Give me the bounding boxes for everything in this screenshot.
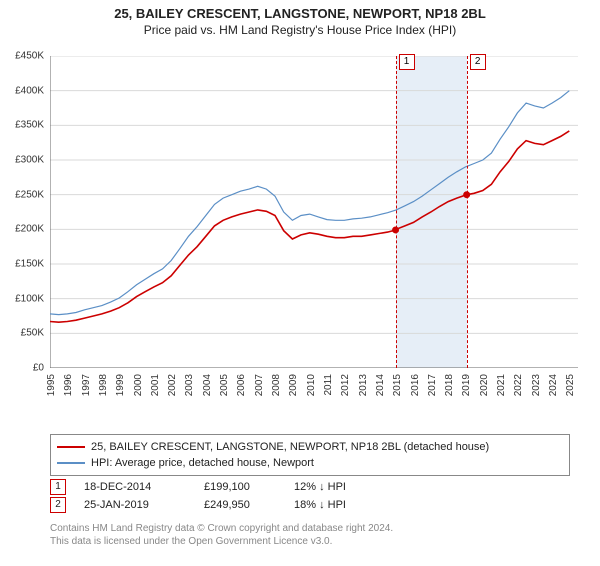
attribution-footer: Contains HM Land Registry data © Crown c… <box>50 522 570 548</box>
x-axis-label: 2017 <box>427 374 438 396</box>
x-axis-label: 2003 <box>184 374 195 396</box>
x-axis-label: 2005 <box>219 374 230 396</box>
sale-events-table: 1 18-DEC-2014£199,10012% ↓ HPI 2 25-JAN-201… <box>50 478 570 514</box>
y-axis-label: £50K <box>4 328 44 339</box>
legend-swatch <box>57 462 85 464</box>
x-axis-label: 2021 <box>496 374 507 396</box>
x-axis-label: 2002 <box>167 374 178 396</box>
x-axis-label: 1999 <box>115 374 126 396</box>
sale-event-date: 25-JAN-2019 <box>84 499 204 511</box>
x-axis-label: 2001 <box>150 374 161 396</box>
x-axis-label: 2020 <box>479 374 490 396</box>
y-axis-label: £250K <box>4 189 44 200</box>
sale-vline <box>467 56 468 368</box>
x-axis-label: 2015 <box>392 374 403 396</box>
x-axis-label: 1997 <box>81 374 92 396</box>
y-axis-label: £100K <box>4 293 44 304</box>
sale-event-delta: 12% ↓ HPI <box>294 481 414 493</box>
legend-row: HPI: Average price, detached house, Newp… <box>57 455 563 471</box>
x-axis-label: 2013 <box>358 374 369 396</box>
y-axis-label: £400K <box>4 85 44 96</box>
sale-vline-label: 2 <box>470 54 486 70</box>
plot-area: 12 <box>50 56 578 368</box>
sale-event-row: 2 25-JAN-2019£249,95018% ↓ HPI <box>50 496 570 514</box>
legend-label: 25, BAILEY CRESCENT, LANGSTONE, NEWPORT,… <box>91 441 489 453</box>
sale-event-price: £199,100 <box>204 481 294 493</box>
chart-title-address: 25, BAILEY CRESCENT, LANGSTONE, NEWPORT,… <box>0 6 600 21</box>
y-axis-label: £200K <box>4 224 44 235</box>
footer-line-1: Contains HM Land Registry data © Crown c… <box>50 522 570 535</box>
sale-event-marker: 1 <box>50 479 66 495</box>
x-axis-label: 2025 <box>565 374 576 396</box>
x-axis-label: 2014 <box>375 374 386 396</box>
x-axis-label: 1996 <box>63 374 74 396</box>
sale-event-date: 18-DEC-2014 <box>84 481 204 493</box>
chart-subtitle: Price paid vs. HM Land Registry's House … <box>0 23 600 37</box>
x-axis-label: 2007 <box>254 374 265 396</box>
x-axis-label: 1995 <box>46 374 57 396</box>
sale-vline-label: 1 <box>399 54 415 70</box>
x-axis-label: 1998 <box>98 374 109 396</box>
sale-vline <box>396 56 397 368</box>
y-axis-label: £450K <box>4 51 44 62</box>
x-axis-label: 2008 <box>271 374 282 396</box>
x-axis-label: 2023 <box>531 374 542 396</box>
x-axis-label: 2009 <box>288 374 299 396</box>
y-axis-label: £350K <box>4 120 44 131</box>
x-axis-label: 2019 <box>461 374 472 396</box>
x-axis-label: 2011 <box>323 374 334 396</box>
x-axis-label: 2018 <box>444 374 455 396</box>
x-axis-label: 2006 <box>236 374 247 396</box>
x-axis-label: 2022 <box>513 374 524 396</box>
y-axis-label: £0 <box>4 363 44 374</box>
legend-label: HPI: Average price, detached house, Newp… <box>91 457 314 469</box>
y-axis-label: £150K <box>4 259 44 270</box>
footer-line-2: This data is licensed under the Open Gov… <box>50 535 570 548</box>
x-axis-label: 2000 <box>133 374 144 396</box>
legend: 25, BAILEY CRESCENT, LANGSTONE, NEWPORT,… <box>50 434 570 476</box>
x-axis-label: 2004 <box>202 374 213 396</box>
x-axis-label: 2024 <box>548 374 559 396</box>
sale-event-delta: 18% ↓ HPI <box>294 499 414 511</box>
series-hpi <box>50 91 569 315</box>
x-axis-label: 2012 <box>340 374 351 396</box>
chart-svg <box>50 56 578 368</box>
x-axis-label: 2016 <box>410 374 421 396</box>
sale-event-marker: 2 <box>50 497 66 513</box>
sale-event-row: 1 18-DEC-2014£199,10012% ↓ HPI <box>50 478 570 496</box>
y-axis-label: £300K <box>4 155 44 166</box>
sale-event-price: £249,950 <box>204 499 294 511</box>
legend-row: 25, BAILEY CRESCENT, LANGSTONE, NEWPORT,… <box>57 439 563 455</box>
x-axis-label: 2010 <box>306 374 317 396</box>
legend-swatch <box>57 446 85 448</box>
chart-area: 12 £0£50K£100K£150K£200K£250K£300K£350K£… <box>0 48 600 428</box>
